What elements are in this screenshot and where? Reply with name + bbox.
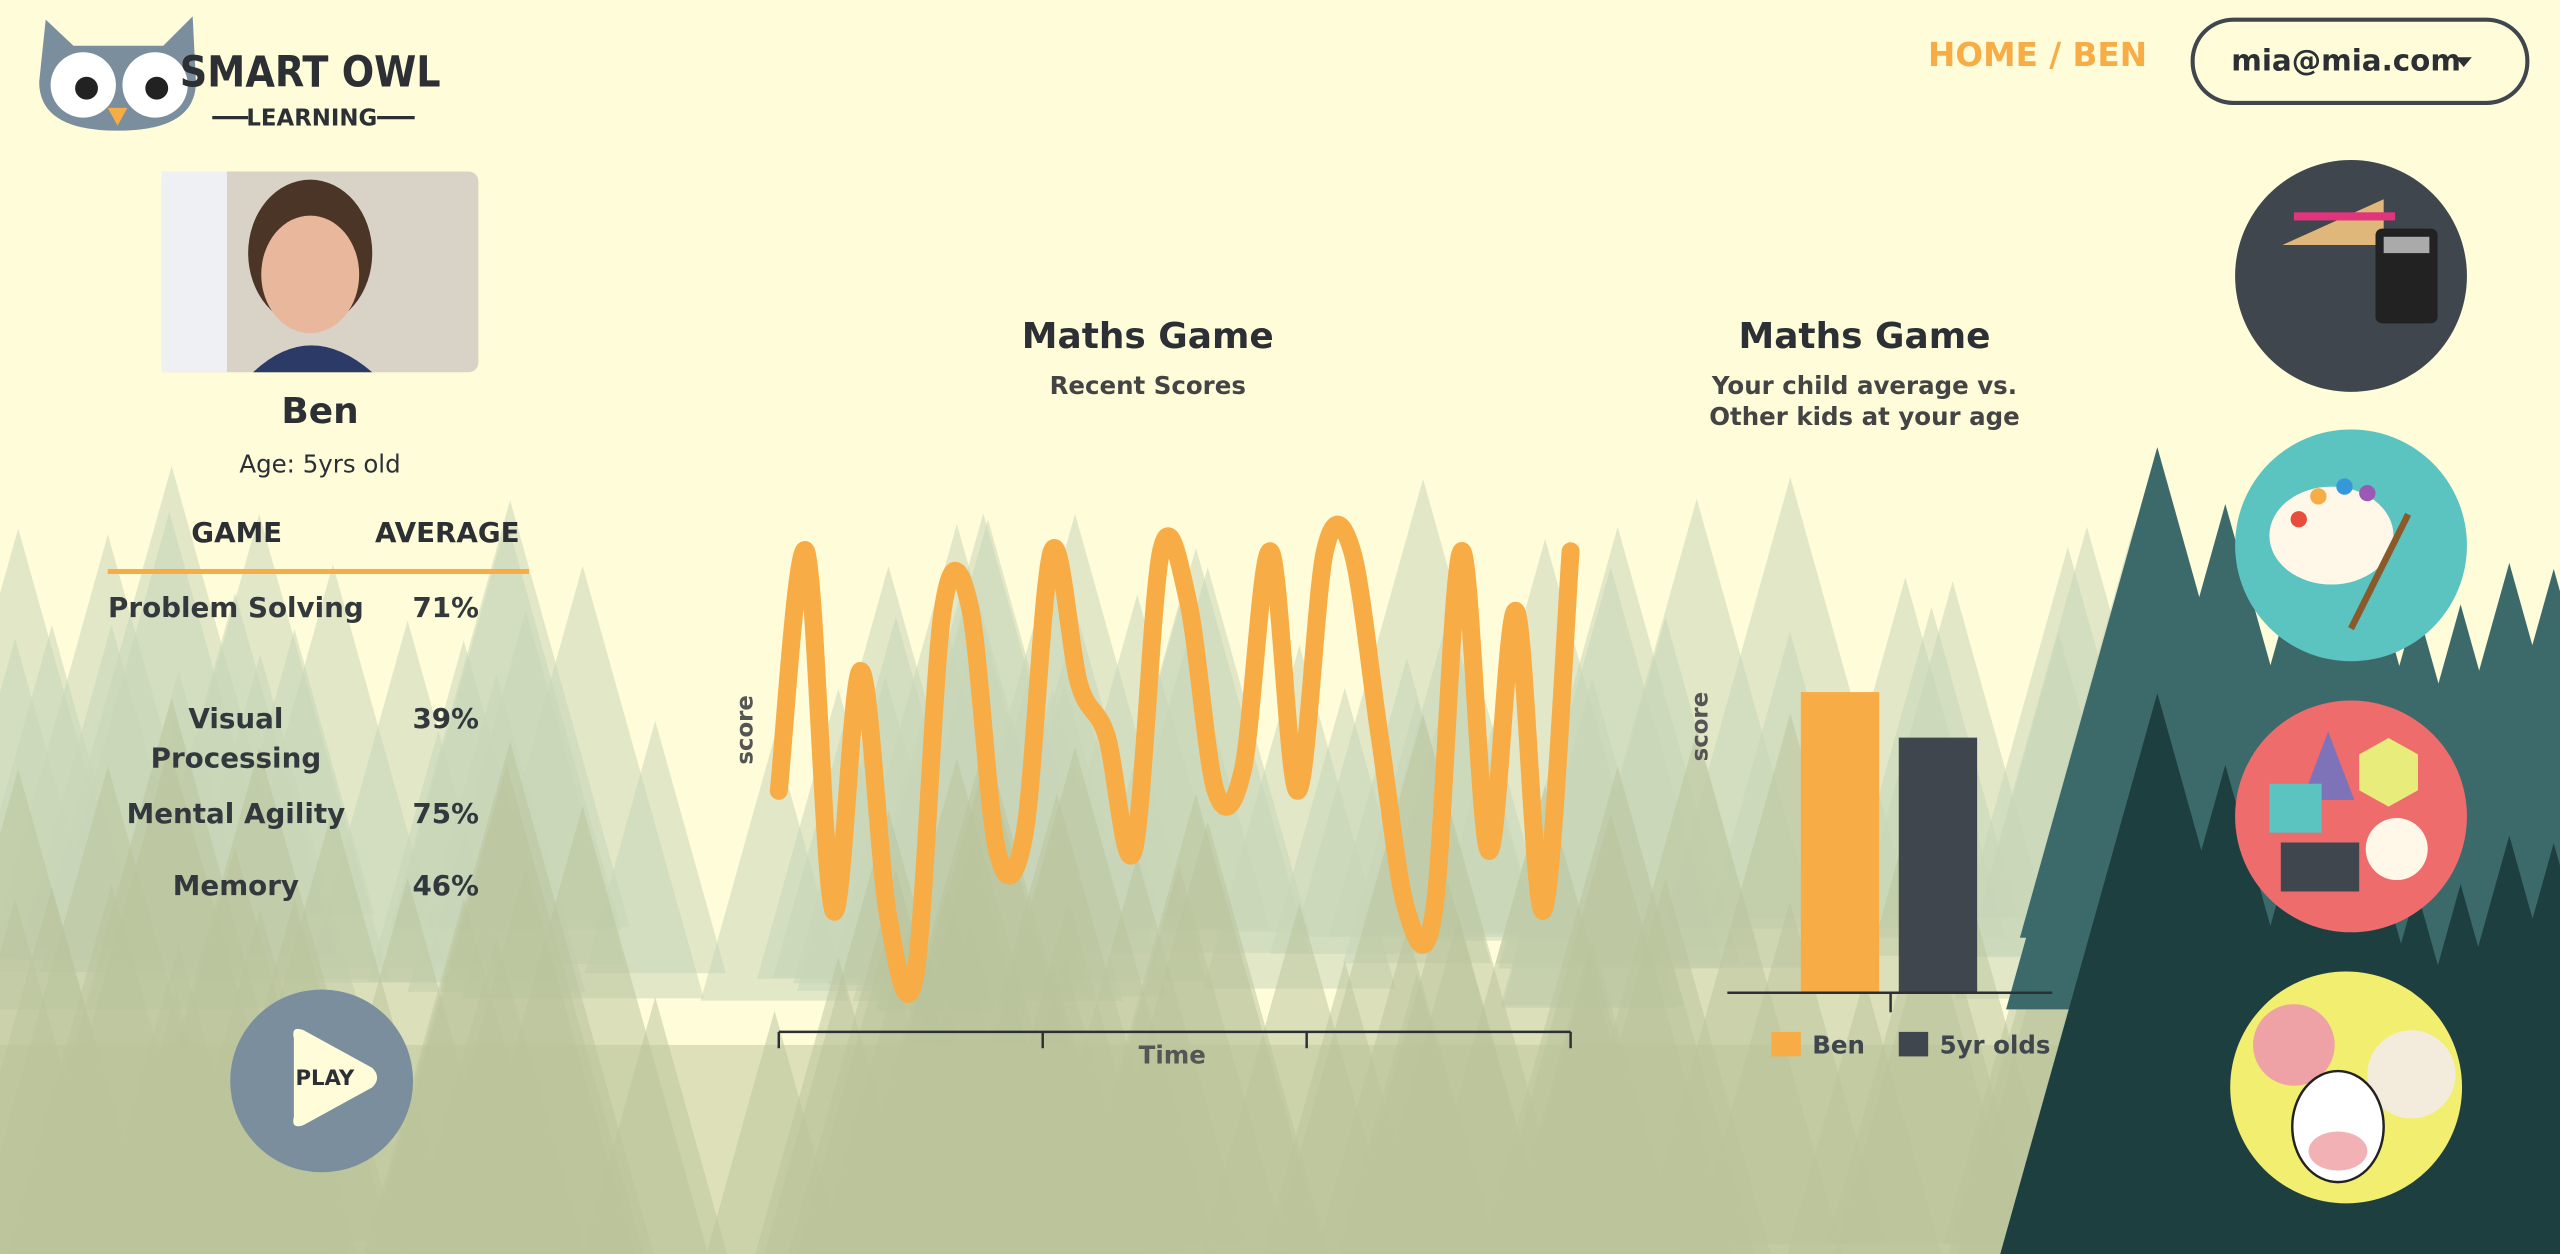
- hexagon: [2359, 738, 2418, 807]
- owl-pupil: [145, 76, 169, 100]
- breadcrumb[interactable]: HOME / BEN: [1928, 36, 2147, 74]
- average-cell: 75%: [412, 798, 479, 832]
- chart-subtitle: Other kids at your age: [1709, 402, 2019, 431]
- game-cell: Memory: [172, 870, 300, 903]
- average-cell: 71%: [412, 592, 479, 626]
- chart-subtitle: Your child average vs.: [1711, 371, 2017, 400]
- column-header: AVERAGE: [375, 516, 520, 549]
- y-axis-label: score: [1688, 692, 1714, 762]
- legend-label: Ben: [1812, 1031, 1865, 1060]
- rectangle: [2280, 842, 2360, 892]
- sheep: [2367, 1030, 2456, 1119]
- table-rows: Problem Solving 71% Visual Processing 39% Me…: [108, 589, 549, 906]
- column-header: GAME: [191, 516, 282, 549]
- game-icons: [2230, 160, 2467, 1204]
- triangle: [2302, 731, 2355, 801]
- square: [2269, 783, 2322, 833]
- photo-wall: [161, 171, 227, 373]
- play-label[interactable]: PLAY: [295, 1066, 354, 1091]
- game-cell: Problem Solving: [108, 592, 364, 626]
- paint: [2290, 511, 2307, 528]
- user-email[interactable]: mia@mia.com: [2231, 44, 2461, 78]
- circle: [2365, 818, 2428, 881]
- child-age: Age: 5yrs old: [239, 449, 400, 478]
- tree: [2441, 901, 2560, 1254]
- photo-face: [261, 215, 360, 334]
- ruler: [2282, 199, 2384, 245]
- row: Visual Processing 39%: [108, 700, 549, 778]
- user-menu[interactable]: [2190, 17, 2530, 105]
- table-row: Problem Solving 71%: [108, 589, 549, 628]
- child-name: Ben: [281, 391, 358, 432]
- paint: [2310, 488, 2327, 505]
- row: Memory 46%: [108, 867, 549, 906]
- game-cell: Mental Agility: [126, 798, 346, 832]
- chart-subtitle: Recent Scores: [1050, 371, 1246, 400]
- paint: [2336, 478, 2353, 495]
- brush: [2348, 512, 2412, 631]
- cow-nose: [2308, 1131, 2368, 1171]
- legend-swatch: [1898, 1031, 1929, 1057]
- row: Mental Agility 75%: [108, 795, 549, 834]
- y-axis-label: score: [733, 695, 759, 765]
- table-row: Visual Processing 39%: [108, 700, 549, 778]
- bar: [1800, 692, 1880, 993]
- logo-title: SMART OWL: [180, 49, 441, 98]
- palette: [2269, 486, 2394, 585]
- calculator-screen: [2383, 236, 2430, 254]
- owl-pupil: [75, 76, 98, 100]
- chart-title: Maths Game: [1022, 316, 1274, 357]
- tree: [584, 721, 726, 974]
- maths-icon[interactable]: [2235, 160, 2467, 392]
- logo-subtitle: LEARNING: [246, 106, 377, 132]
- dropdown-caret: [2455, 57, 2472, 67]
- tree: [2445, 619, 2560, 958]
- table-row: Mental Agility 75%: [108, 795, 549, 834]
- bar: [1898, 737, 1978, 993]
- chart-title: Maths Game: [1738, 316, 1990, 357]
- owl-beak: [107, 107, 128, 126]
- logo: SMART OWL LEARNING: [39, 16, 441, 132]
- profile-photo: [161, 171, 479, 373]
- game-cell: Visual Processing: [150, 703, 322, 776]
- legend-label: 5yr olds: [1940, 1031, 2051, 1060]
- row: Problem Solving 71%: [108, 589, 549, 628]
- average-cell: 46%: [412, 870, 479, 903]
- average-cell: 39%: [412, 703, 479, 737]
- pig: [2253, 1004, 2335, 1086]
- table-row: Memory 46%: [108, 867, 549, 906]
- x-axis-label: Time: [1139, 1040, 1206, 1069]
- legend-swatch: [1771, 1031, 1801, 1057]
- charts: Maths Game Recent Scores score Time Maths Ga…: [733, 316, 2053, 1069]
- pencil: [2293, 212, 2396, 221]
- score-line: [769, 515, 1580, 1003]
- play-icon: [293, 1028, 378, 1127]
- paint: [2359, 484, 2376, 502]
- photo-shirt: [253, 345, 373, 373]
